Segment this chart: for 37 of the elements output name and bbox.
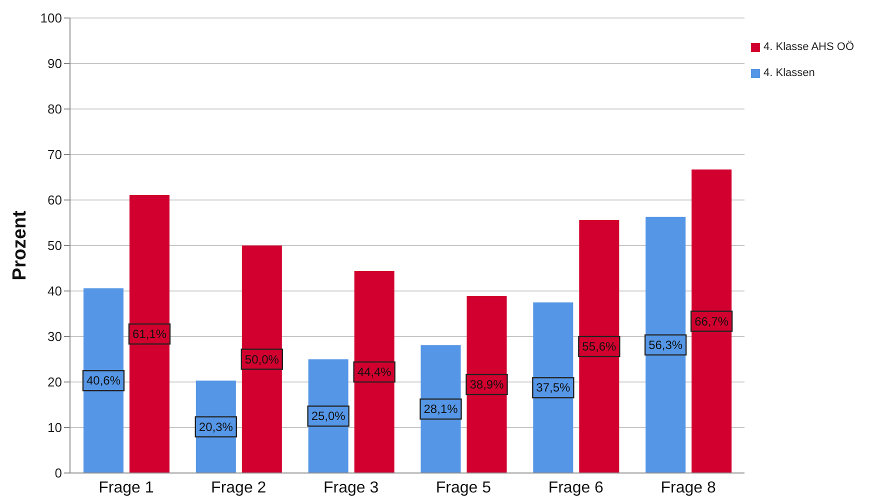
x-tick-label: Frage 3: [323, 479, 379, 496]
bar: [242, 246, 282, 473]
data-label: 66,7%: [694, 314, 729, 328]
data-label: 44,4%: [357, 364, 392, 379]
y-tick-label: 80: [48, 102, 62, 117]
y-axis-title: Prozent: [10, 210, 31, 280]
y-tick-label: 100: [40, 10, 62, 26]
y-tick-label: 70: [48, 147, 62, 162]
legend-label: 4. Klasse AHS OÖ: [764, 41, 854, 53]
legend-label: 4. Klassen: [764, 67, 815, 79]
bar: [692, 170, 732, 473]
bar: [579, 220, 620, 473]
x-tick-label: Frage 2: [211, 479, 266, 496]
data-label: 38,9%: [470, 378, 504, 392]
y-tick-label: 50: [48, 238, 62, 254]
x-tick-label: Frage 8: [660, 479, 716, 496]
data-label: 40,6%: [86, 374, 121, 388]
y-tick-label: 40: [48, 284, 62, 299]
y-tick-label: 20: [48, 374, 62, 390]
data-label: 20,3%: [198, 420, 234, 434]
data-label: 61,1%: [132, 326, 167, 341]
data-label: 37,5%: [536, 380, 571, 395]
y-tick-label: 60: [48, 192, 62, 208]
y-tick-label: 30: [48, 329, 62, 344]
data-label: 56,3%: [648, 338, 683, 352]
x-tick-label: Frage 6: [548, 479, 604, 496]
bar: [646, 216, 686, 473]
y-tick-label: 10: [48, 420, 62, 436]
x-tick-label: Frage 1: [98, 479, 154, 496]
x-tick-label: Frage 5: [436, 479, 492, 496]
y-tick-label: 0: [54, 466, 62, 481]
y-tick-label: 90: [48, 56, 62, 72]
data-label: 50,0%: [244, 352, 280, 366]
bar: [129, 194, 170, 473]
data-label: 28,1%: [424, 402, 458, 416]
data-label: 25,0%: [311, 409, 346, 424]
data-label: 55,6%: [582, 340, 617, 354]
